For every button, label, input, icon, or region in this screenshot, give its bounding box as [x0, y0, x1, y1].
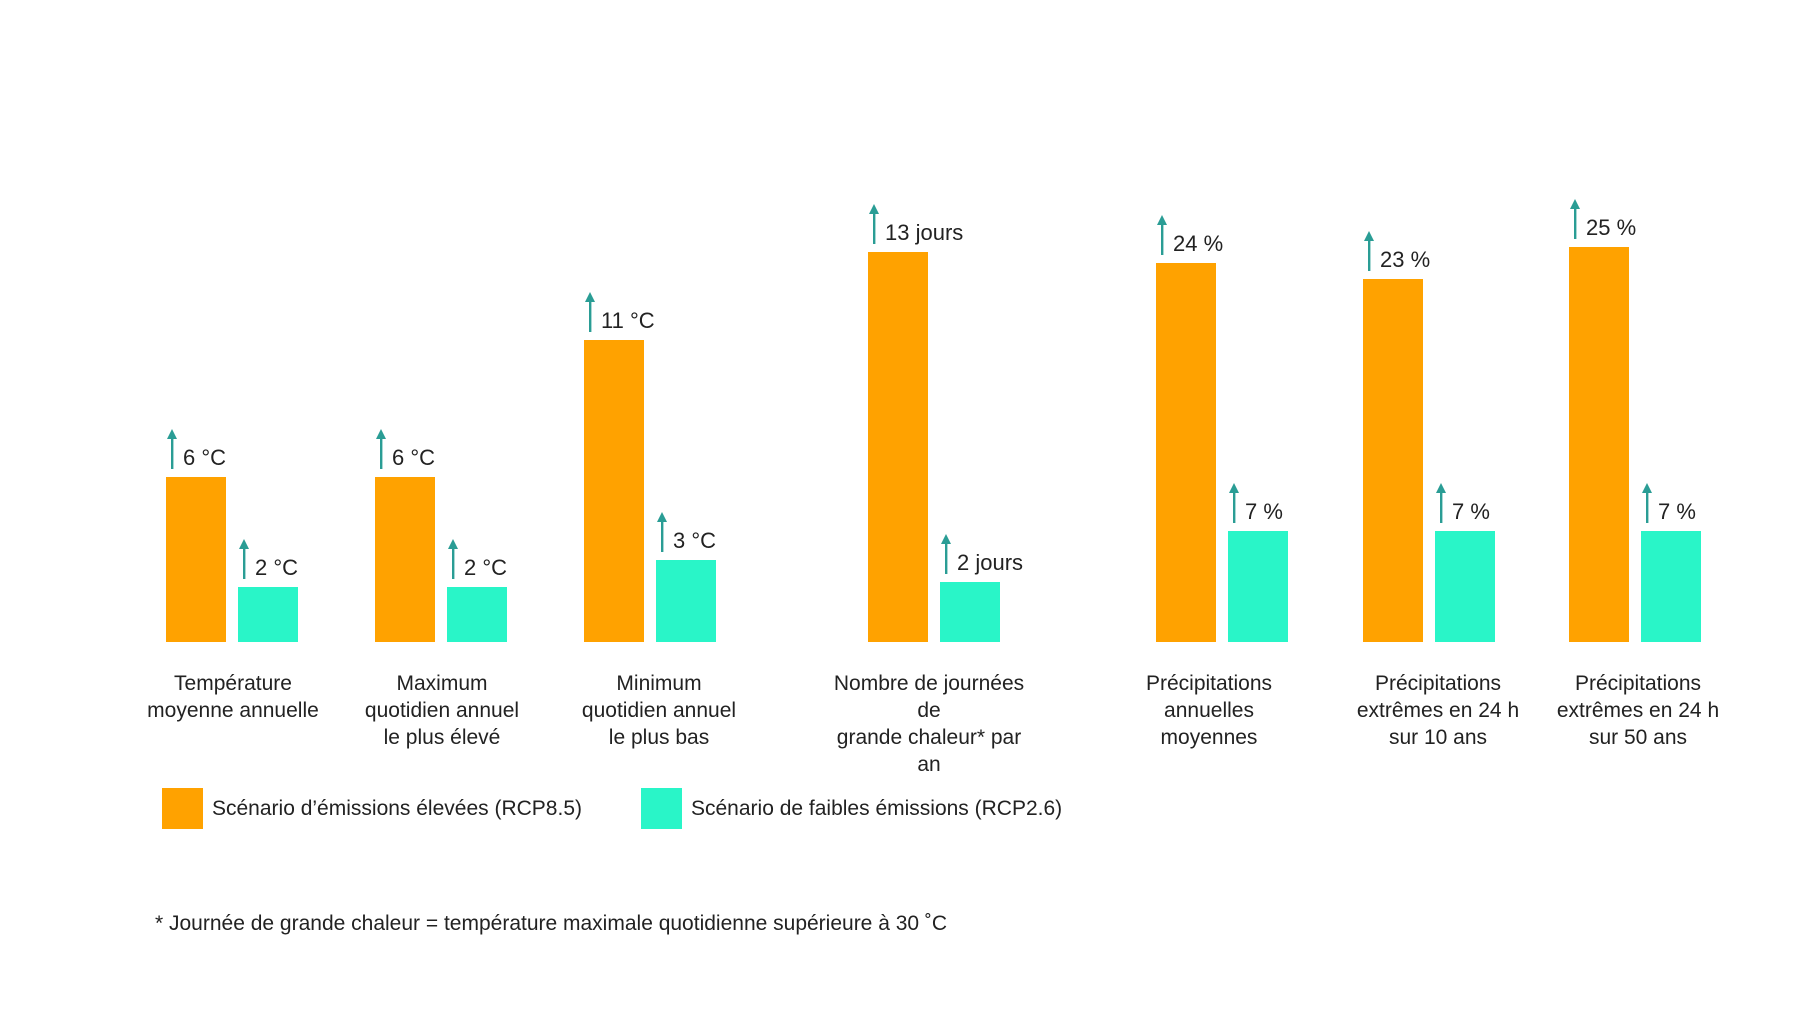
legend-item-rcp26: Scénario de faibles émissions (RCP2.6) [641, 788, 1062, 829]
arrow-up-icon [1229, 483, 1239, 524]
value-label: 24 % [1157, 214, 1224, 256]
category-label-line: le plus bas [608, 726, 710, 749]
value-text: 13 jours [885, 220, 964, 245]
bar-rcp85 [166, 477, 226, 642]
value-label: 25 % [1570, 199, 1636, 239]
bar-rcp26 [1228, 531, 1288, 642]
category-label: Précipitations annuelles moyennes [1109, 670, 1309, 751]
arrow-up-icon [239, 539, 249, 579]
legend-swatch-rcp26 [641, 788, 682, 829]
category-label-line: annuelles [1164, 699, 1254, 722]
category-label-line: extrêmes en 24 h [1556, 699, 1720, 722]
value-label: 11 °C [585, 291, 655, 333]
value-text: 6 °C [392, 445, 436, 470]
value-label: 3 °C [657, 511, 717, 553]
value-label: 7 % [1642, 483, 1696, 525]
category-label: Précipitations extrêmes en 24 h sur 10 ans [1338, 670, 1538, 751]
value-label: 2 °C [448, 539, 507, 579]
arrow-up-icon [941, 534, 951, 574]
arrow-up-icon [1570, 199, 1580, 239]
category-label: Nombre de journées de grande chaleur* par… [829, 670, 1029, 778]
arrow-up-icon [869, 204, 879, 244]
bar-rcp26 [940, 582, 1000, 642]
value-label: 2 °C [239, 539, 298, 579]
legend-swatch-rcp85 [162, 788, 203, 829]
category-label-line: Précipitations [1574, 672, 1702, 695]
bar-rcp85 [1363, 278, 1423, 642]
category-label-line: Précipitations [1145, 672, 1273, 695]
category-label: Minimum quotidien annuel le plus bas [559, 670, 759, 751]
legend-label-rcp85: Scénario d’émissions élevées (RCP8.5) [212, 796, 582, 820]
category-label: Précipitations extrêmes en 24 h sur 50 ans [1538, 670, 1738, 751]
category-label-line: Nombre de journées de [833, 672, 1025, 722]
bar-rcp85 [868, 252, 928, 642]
category-label-line: Minimum [616, 672, 702, 695]
category-label-line: moyenne annuelle [147, 699, 319, 722]
category-label-line: Température [174, 672, 292, 695]
value-label: 7 % [1436, 483, 1490, 525]
value-text: 11 °C [601, 307, 655, 333]
category-label-line: moyennes [1160, 726, 1258, 749]
bar-rcp26 [1435, 531, 1495, 642]
value-label: 6 °C [376, 429, 435, 469]
bar-rcp85 [584, 339, 644, 642]
value-label: 6 °C [167, 429, 226, 469]
arrow-up-icon [376, 429, 386, 469]
category-label-line: sur 10 ans [1388, 726, 1488, 749]
value-text: 24 % [1173, 230, 1224, 256]
arrow-up-icon [657, 511, 667, 552]
value-text: 7 % [1245, 499, 1283, 525]
arrow-up-icon [1436, 483, 1446, 524]
arrow-up-icon [167, 429, 177, 469]
category-label-line: extrêmes en 24 h [1356, 699, 1520, 722]
value-label: 2 jours [941, 534, 1023, 574]
arrow-up-icon [585, 291, 595, 332]
value-text: 7 % [1452, 499, 1490, 525]
category-label-line: quotidien annuel [581, 699, 737, 722]
bar-rcp85 [375, 477, 435, 642]
arrow-up-icon [448, 539, 458, 579]
category-label-line: grande chaleur* par an [836, 726, 1022, 776]
arrow-up-icon [1364, 230, 1374, 271]
arrow-up-icon [1642, 483, 1652, 524]
category-label-line: Précipitations [1374, 672, 1502, 695]
value-text: 7 % [1658, 499, 1696, 525]
value-text: 3 °C [673, 527, 717, 553]
bar-rcp85 [1156, 262, 1216, 642]
bar-rcp26 [656, 559, 716, 642]
value-label: 23 % [1364, 230, 1431, 272]
value-text: 2 °C [464, 555, 508, 580]
value-label: 7 % [1229, 483, 1283, 525]
value-text: 6 °C [183, 445, 227, 470]
value-label: 13 jours [869, 204, 963, 244]
legend-label-rcp26: Scénario de faibles émissions (RCP2.6) [691, 796, 1063, 820]
arrow-up-icon [1157, 214, 1167, 255]
footnote: * Journée de grande chaleur = températur… [155, 912, 948, 935]
category-label-line: le plus élevé [383, 726, 501, 749]
value-text: 25 % [1586, 215, 1637, 240]
bar-rcp26 [1641, 531, 1701, 642]
value-text: 2 °C [255, 555, 299, 580]
category-label-line: quotidien annuel [364, 699, 520, 722]
category-label-line: Maximum [396, 672, 488, 695]
value-text: 2 jours [957, 550, 1024, 575]
category-label: Température moyenne annuelle [133, 670, 333, 724]
bar-rcp26 [447, 587, 507, 642]
bar-rcp85 [1569, 247, 1629, 642]
bar-rcp26 [238, 587, 298, 642]
value-text: 23 % [1380, 246, 1431, 272]
category-label: Maximum quotidien annuel le plus élevé [342, 670, 542, 751]
legend-item-rcp85: Scénario d’émissions élevées (RCP8.5) [162, 788, 582, 829]
category-label-line: sur 50 ans [1588, 726, 1688, 749]
